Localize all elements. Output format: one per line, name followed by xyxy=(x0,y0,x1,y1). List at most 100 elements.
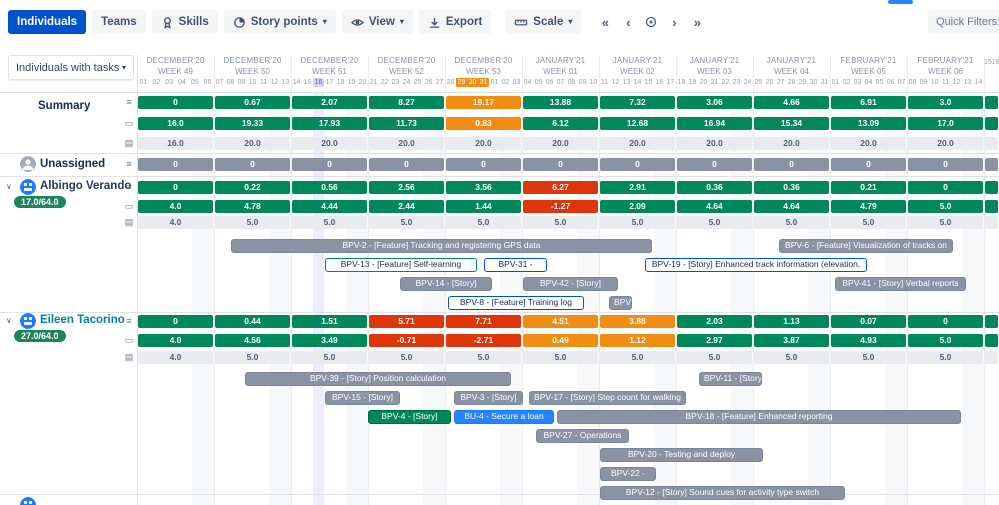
list-icon[interactable]: ≡ xyxy=(126,182,132,192)
capacity-cell: 20.0 xyxy=(831,137,906,150)
tab-individuals[interactable]: Individuals xyxy=(8,10,87,34)
available-cell: 4.0 xyxy=(138,334,213,347)
task-bar[interactable]: BPV-8 - [Feature] Training log xyxy=(448,296,584,310)
skills-button[interactable]: Skills xyxy=(151,10,218,34)
day-label: 19 xyxy=(347,79,356,86)
week-column: JANUARY'21 WEEK 03 18 19 20 21 22 23 24 xyxy=(676,56,753,92)
day-labels: 11 12 13 14 15 16 17 xyxy=(599,78,676,87)
task-bar[interactable]: BPV-4 - [Story] xyxy=(368,410,451,424)
task-bar[interactable]: BPV-14 - [Story] xyxy=(400,277,492,291)
tab-individuals-label: Individuals xyxy=(17,16,78,28)
task-bar[interactable]: BPV-42 - [Story] xyxy=(523,277,618,291)
task-bar[interactable]: BPV-17 - [Story] Step count for walking xyxy=(529,391,686,405)
day-label: 27 xyxy=(435,79,444,86)
gauge-icon[interactable]: ▭ xyxy=(124,335,134,345)
scheduled-cell: 0 xyxy=(677,158,752,171)
available-cell: 0.83 xyxy=(446,117,521,130)
scheduled-cell: 0.22 xyxy=(215,181,290,194)
task-bar[interactable]: BPV-20 - Testing and deploy xyxy=(600,448,763,462)
card-icon[interactable]: ▤ xyxy=(124,352,134,362)
day-label: 23 xyxy=(391,79,400,86)
scheduled-cell: 0.07 xyxy=(831,315,906,328)
scheduled-cell: 0 xyxy=(138,315,213,328)
jump-far-left-button[interactable]: « xyxy=(601,14,609,30)
task-bar[interactable]: BPV-31 - xyxy=(484,258,547,272)
task-bar[interactable]: BPV-41 - [Story] Verbal reports xyxy=(835,277,966,291)
capacity-cell: 20.0 xyxy=(446,137,521,150)
task-bar[interactable]: BPV-39 - [Story] Position calculation xyxy=(245,372,511,386)
scheduled-cell: 2.91 xyxy=(600,181,675,194)
scheduled-cell xyxy=(985,315,998,328)
scheduled-cell: 2.03 xyxy=(677,315,752,328)
task-bar[interactable]: BPV-19 - [Story] Enhanced track informat… xyxy=(645,258,867,272)
list-icon[interactable]: ≡ xyxy=(126,97,132,107)
day-label: 16 xyxy=(313,78,324,87)
story-points-icon xyxy=(233,16,246,29)
list-icon[interactable]: ≡ xyxy=(126,316,132,326)
card-icon[interactable]: ▤ xyxy=(124,138,134,148)
day-label: 13 xyxy=(622,79,631,86)
scale-dropdown[interactable]: Scale ▾ xyxy=(505,10,582,34)
task-bar[interactable]: BPV-11 - [Story] xyxy=(699,372,762,386)
task-bar[interactable]: BPV-13 - [Feature] Self-learning xyxy=(325,258,477,272)
day-label: 16 xyxy=(655,79,664,86)
jump-far-right-button[interactable]: » xyxy=(693,14,701,30)
task-bar[interactable]: BPV xyxy=(609,296,632,310)
scheduled-cell xyxy=(985,96,998,109)
list-icon[interactable]: ≡ xyxy=(126,159,132,169)
view-selector-dropdown[interactable]: Individuals with tasks ▾ xyxy=(8,55,134,80)
jump-right-button[interactable]: › xyxy=(672,14,677,30)
collapse-chevron-icon[interactable]: ∨ xyxy=(6,316,12,325)
panel-divider xyxy=(137,55,138,505)
section-divider xyxy=(0,153,999,154)
section-divider xyxy=(0,176,999,177)
available-row: 4.0 4.56 3.49 -0.71 -2.71 0.49 1.12 2.97 3.87 4.9… xyxy=(137,334,999,347)
export-button[interactable]: Export xyxy=(418,10,492,34)
scheduled-cell: 0 xyxy=(215,158,290,171)
task-bar[interactable]: BPV-18 - [Feature] Enhanced reporting xyxy=(557,410,961,424)
capacity-cell: 5.0 xyxy=(831,216,906,229)
ruler-icon xyxy=(514,16,528,29)
capacity-cell xyxy=(985,351,998,364)
week-column: DECEMBER'20 WEEK 53 28 29 30 31 01 02 03 xyxy=(445,56,522,92)
week-label: WEEK 01 xyxy=(543,67,578,76)
day-label: 13 xyxy=(963,79,972,86)
collapse-chevron-icon[interactable]: ∨ xyxy=(6,182,12,191)
task-bar[interactable]: BPV-3 - [Story] xyxy=(454,391,523,405)
quick-filters-box[interactable]: Quick Filters: xyxy=(928,10,999,34)
card-icon[interactable]: ▤ xyxy=(124,217,134,227)
go-to-today-button[interactable] xyxy=(641,10,661,34)
capacity-cell: 20.0 xyxy=(677,137,752,150)
week-gridline xyxy=(291,55,292,505)
task-bar[interactable]: BPV-27 - Operations xyxy=(536,429,629,443)
task-bar[interactable]: BPV-6 - [Feature] Visualization of track… xyxy=(779,239,953,253)
scheduled-cell: 0.44 xyxy=(215,315,290,328)
gauge-icon[interactable]: ▭ xyxy=(124,201,134,211)
week-label: WEEK 49 xyxy=(158,67,193,76)
day-label: 02 xyxy=(842,79,851,86)
scheduled-cell: 0.56 xyxy=(292,181,367,194)
tab-teams[interactable]: Teams xyxy=(92,10,146,34)
day-label: 14 xyxy=(974,79,983,86)
task-bar[interactable]: BPV-2 - [Feature] Tracking and registeri… xyxy=(231,239,652,253)
available-cell: 15.34 xyxy=(754,117,829,130)
day-label: 24 xyxy=(402,79,411,86)
view-label: View xyxy=(368,16,395,28)
gauge-icon[interactable]: ▭ xyxy=(124,118,134,128)
task-bar[interactable]: BPV-22 - xyxy=(600,467,656,481)
task-bar[interactable]: BU-4 - Secure a loan xyxy=(454,410,554,424)
scheduled-row: 0 0.67 2.07 8.27 19.17 13.88 7.32 3.06 4.66 6.91 3… xyxy=(137,96,999,109)
capacity-cell: 5.0 xyxy=(600,216,675,229)
jump-left-button[interactable]: ‹ xyxy=(626,14,631,30)
story-points-dropdown[interactable]: Story points ▾ xyxy=(223,10,336,34)
view-dropdown[interactable]: View ▾ xyxy=(341,10,413,34)
task-bar[interactable]: BPV-15 - [Story] xyxy=(325,391,400,405)
scheduled-cell: 0 xyxy=(600,158,675,171)
scheduled-cell: 0 xyxy=(754,158,829,171)
person-name[interactable]: Albingo Verando xyxy=(40,180,132,192)
task-bar[interactable]: BPV-12 - [Story] Sound cues for activity… xyxy=(600,486,845,500)
scheduled-cell: 3.06 xyxy=(677,96,752,109)
partial-tab-indicator xyxy=(888,0,913,4)
person-name[interactable]: Eileen Tacorino xyxy=(40,314,125,326)
